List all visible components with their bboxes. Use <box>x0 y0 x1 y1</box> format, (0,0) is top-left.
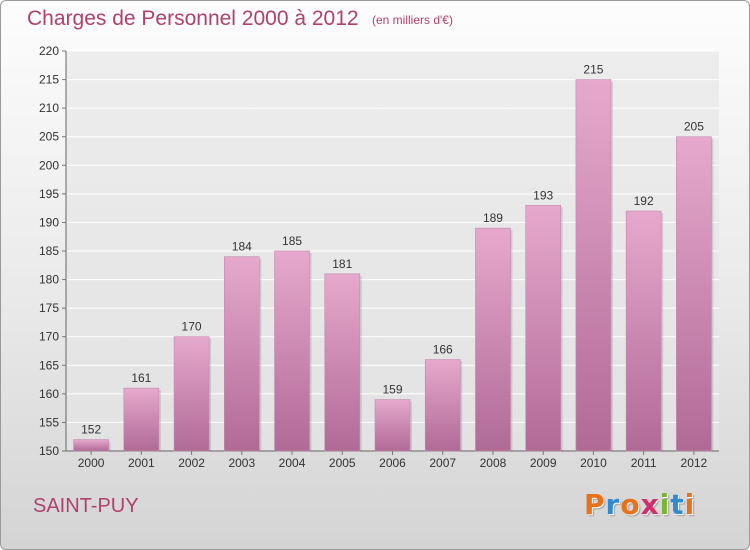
y-tick-label: 155 <box>39 415 59 429</box>
x-tick-label: 2009 <box>530 456 557 470</box>
bar <box>424 359 461 452</box>
logo-letter: i <box>684 488 696 521</box>
data-label: 189 <box>483 211 503 225</box>
x-tick-label: 2003 <box>228 456 255 470</box>
y-tick-label: 200 <box>39 158 59 172</box>
y-tick-label: 160 <box>39 387 59 401</box>
bar <box>274 250 310 452</box>
data-label: 166 <box>433 343 453 357</box>
bar <box>224 256 260 452</box>
data-label: 181 <box>332 257 352 271</box>
bar <box>123 387 160 452</box>
data-label: 205 <box>684 120 704 134</box>
x-tick-label: 2006 <box>379 456 406 470</box>
y-tick-label: 210 <box>39 101 59 115</box>
y-tick-label: 205 <box>39 130 59 144</box>
y-tick-label: 170 <box>39 330 59 344</box>
y-tick-label: 185 <box>39 244 59 258</box>
x-tick-label: 2008 <box>480 456 507 470</box>
logo-letter: P <box>584 488 606 521</box>
data-label: 152 <box>81 423 101 437</box>
chart-title: Charges de Personnel 2000 à 2012 <box>27 7 359 30</box>
data-label: 159 <box>382 383 402 397</box>
commune-name: SAINT-PUY <box>33 495 139 517</box>
y-tick-label: 150 <box>39 444 59 458</box>
logo-letter: x <box>640 488 660 521</box>
bar <box>324 273 361 452</box>
data-label: 185 <box>282 234 302 248</box>
chart-subtitle: (en milliers d'€) <box>372 13 453 27</box>
bar <box>374 399 411 452</box>
x-tick-label: 2002 <box>178 456 205 470</box>
y-tick-label: 195 <box>39 187 59 201</box>
y-tick-label: 175 <box>39 301 59 315</box>
y-tick-label: 190 <box>39 215 59 229</box>
y-tick-label: 215 <box>39 73 59 87</box>
x-tick-label: 2011 <box>631 456 657 470</box>
data-label: 161 <box>131 371 151 385</box>
bar <box>676 136 712 452</box>
x-tick-label: 2000 <box>78 456 105 470</box>
x-tick-label: 2004 <box>279 456 306 470</box>
y-tick-label: 220 <box>39 44 59 58</box>
bar <box>575 79 612 452</box>
x-tick-label: 2012 <box>681 456 708 470</box>
data-label: 170 <box>182 320 202 334</box>
bar <box>475 227 511 452</box>
bar <box>625 210 662 452</box>
bar <box>73 439 109 452</box>
logo-letter: t <box>670 488 685 521</box>
y-tick-label: 165 <box>39 358 59 372</box>
x-tick-label: 2005 <box>329 456 356 470</box>
bar <box>173 336 210 452</box>
x-tick-label: 2001 <box>128 456 155 470</box>
data-label: 215 <box>583 63 603 77</box>
logo-letter: o <box>620 488 641 521</box>
proxiti-logo[interactable]: Proxiti <box>584 488 695 521</box>
bar <box>525 204 561 452</box>
y-tick-label: 180 <box>39 273 59 287</box>
x-tick-label: 2010 <box>580 456 607 470</box>
data-label: 192 <box>634 194 654 208</box>
logo-letter: r <box>605 488 621 521</box>
data-label: 193 <box>533 188 553 202</box>
bar-chart: 150 155 160 165 170 175 180 185 190 195 200 205 210 2… <box>39 44 719 470</box>
logo-letter: i <box>659 488 671 521</box>
x-tick-label: 2007 <box>429 456 456 470</box>
data-label: 184 <box>232 240 252 254</box>
